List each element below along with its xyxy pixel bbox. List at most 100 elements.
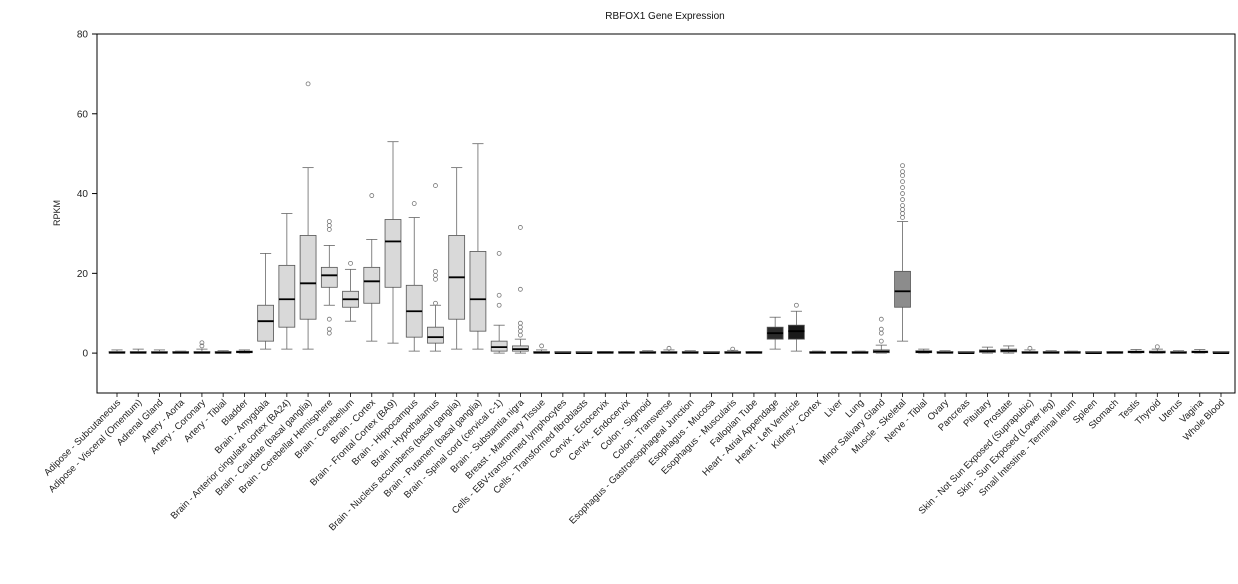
- box-13: [384, 141, 402, 344]
- outlier-37-7: [900, 179, 905, 184]
- box-51: [1191, 349, 1209, 354]
- outlier-19-1: [517, 328, 523, 334]
- outlier-19-0: [517, 332, 523, 338]
- box-24: [618, 351, 635, 354]
- outlier-11-0: [348, 260, 353, 266]
- outlier-15-1: [433, 276, 438, 282]
- outlier-43-0: [1027, 345, 1033, 351]
- outlier-10-4: [326, 223, 332, 228]
- box-body-18: [490, 340, 508, 352]
- outlier-49-0: [1154, 344, 1160, 350]
- outlier-18-2: [496, 250, 502, 256]
- outlier-37-8: [900, 173, 905, 179]
- box-33: [809, 350, 826, 354]
- boxes-layer: [108, 81, 1230, 355]
- outlier-4-0: [199, 343, 205, 349]
- outlier-37-1: [900, 211, 905, 216]
- box-body-9: [299, 235, 317, 320]
- box-9: [299, 81, 317, 350]
- box-29: [724, 346, 742, 354]
- outlier-37-4: [900, 197, 905, 202]
- box-2: [151, 349, 168, 354]
- box-32: [788, 302, 805, 352]
- box-28: [703, 351, 720, 355]
- outlier-37-10: [900, 163, 905, 169]
- box-31: [766, 316, 784, 350]
- outlier-4-1: [199, 340, 205, 346]
- box-10: [320, 219, 338, 336]
- box-19: [512, 225, 529, 354]
- box-37: [894, 163, 911, 342]
- box-25: [639, 350, 657, 354]
- outlier-9-0: [305, 81, 311, 87]
- box-body-37: [894, 270, 911, 308]
- y-tick-label-3: 60: [77, 109, 89, 120]
- y-tick-label-1: 20: [77, 269, 89, 280]
- box-48: [1127, 349, 1145, 354]
- outlier-18-1: [496, 292, 502, 298]
- box-body-8: [278, 264, 296, 328]
- outlier-37-0: [900, 215, 905, 220]
- box-3: [172, 350, 190, 354]
- box-26: [660, 345, 678, 354]
- y-tick-label-4: 80: [77, 30, 89, 41]
- box-27: [681, 350, 699, 354]
- outlier-18-0: [496, 302, 502, 308]
- outlier-19-2: [517, 324, 523, 330]
- box-body-13: [384, 219, 402, 288]
- outlier-37-5: [900, 191, 905, 196]
- box-12: [363, 193, 381, 342]
- box-14: [405, 201, 423, 352]
- outlier-19-5: [517, 225, 523, 230]
- box-42: [1000, 345, 1018, 354]
- box-1: [129, 348, 147, 354]
- outlier-15-3: [433, 268, 438, 274]
- box-49: [1148, 344, 1166, 354]
- outlier-37-6: [900, 185, 905, 190]
- box-0: [108, 349, 126, 354]
- outlier-15-2: [433, 272, 438, 278]
- outlier-15-0: [433, 300, 438, 306]
- outlier-19-3: [517, 320, 523, 326]
- box-36: [872, 316, 890, 354]
- y-tick-label-0: 0: [82, 349, 88, 360]
- box-7: [257, 252, 274, 350]
- y-axis: 0 20 40 60 80: [77, 30, 97, 360]
- outlier-10-5: [326, 219, 332, 224]
- outlier-10-2: [326, 330, 332, 336]
- outlier-37-9: [900, 169, 905, 175]
- box-body-15: [427, 326, 444, 344]
- box-50: [1170, 350, 1187, 354]
- box-38: [915, 348, 933, 354]
- y-axis-label: RPKM: [52, 200, 62, 226]
- outlier-26-0: [666, 345, 672, 351]
- box-18: [490, 250, 508, 354]
- box-23: [596, 351, 614, 354]
- box-34: [830, 351, 848, 354]
- chart-title: RBFOX1 Gene Expression: [605, 11, 725, 22]
- outlier-36-0: [878, 338, 884, 344]
- box-4: [193, 340, 211, 354]
- box-44: [1042, 350, 1060, 354]
- outlier-14-0: [411, 201, 417, 206]
- box-6: [236, 349, 253, 354]
- box-body-7: [257, 304, 274, 342]
- outlier-10-3: [326, 227, 332, 232]
- box-17: [469, 143, 487, 350]
- box-11: [342, 260, 359, 322]
- x-category-label-1: Adipose - Visceral (Omentum): [47, 397, 145, 495]
- box-body-12: [363, 266, 381, 304]
- outlier-37-2: [900, 207, 905, 212]
- box-5: [214, 350, 232, 354]
- outlier-12-0: [369, 193, 375, 198]
- box-22: [575, 351, 593, 355]
- box-body-32: [788, 324, 805, 340]
- outlier-10-0: [326, 316, 332, 322]
- outlier-37-3: [900, 203, 905, 208]
- outlier-36-3: [878, 316, 884, 322]
- outlier-10-1: [326, 326, 332, 332]
- box-43: [1021, 345, 1039, 354]
- box-39: [936, 350, 954, 354]
